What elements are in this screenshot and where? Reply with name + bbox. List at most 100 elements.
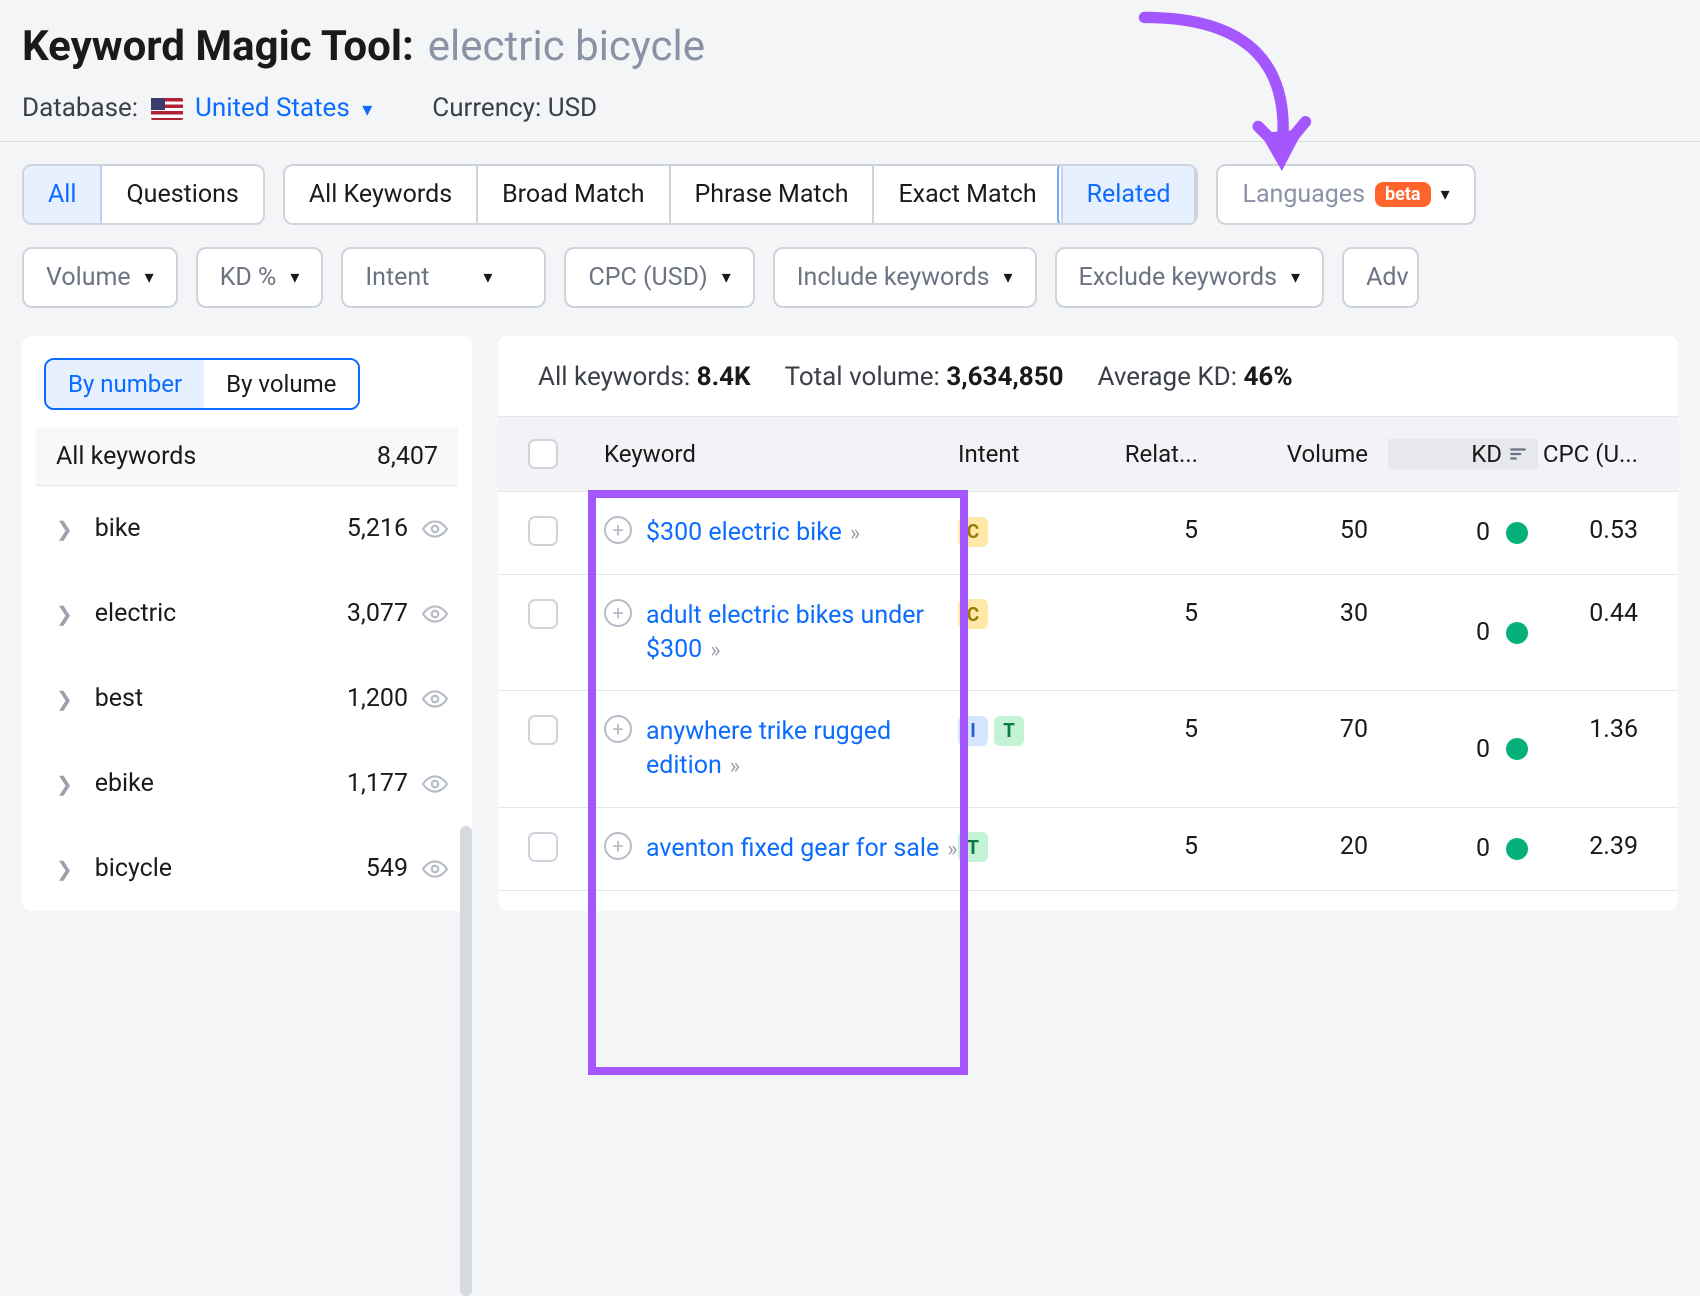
group-name: bike bbox=[95, 514, 347, 543]
table-row: +adult electric bikes under $300»C53000.… bbox=[498, 575, 1678, 692]
stat-kd-label: Average KD: bbox=[1098, 362, 1238, 392]
keyword-group-row[interactable]: ❯electric3,077 bbox=[36, 571, 458, 656]
select-all-checkbox[interactable] bbox=[528, 439, 558, 469]
filter-advanced[interactable]: Adv bbox=[1342, 247, 1419, 308]
filter-cpc[interactable]: CPC (USD)▾ bbox=[564, 247, 754, 308]
languages-group: Languages beta ▾ bbox=[1216, 164, 1475, 225]
chevron-right-icon: ❯ bbox=[56, 517, 73, 541]
open-serp-icon[interactable]: » bbox=[947, 837, 957, 862]
tab-all[interactable]: All bbox=[24, 166, 102, 223]
all-keywords-label: All keywords bbox=[56, 442, 196, 471]
cell-cpc: 0.44 bbox=[1538, 599, 1658, 628]
group-name: bicycle bbox=[95, 854, 366, 883]
cell-cpc: 0.53 bbox=[1538, 516, 1658, 545]
eye-icon[interactable] bbox=[422, 856, 448, 882]
all-keywords-count: 8,407 bbox=[377, 442, 438, 471]
table-row: +aventon fixed gear for sale»T52002.39 bbox=[498, 808, 1678, 891]
kd-dot-icon bbox=[1506, 738, 1528, 760]
kd-dot-icon bbox=[1506, 622, 1528, 644]
tab-related[interactable]: Related bbox=[1063, 166, 1197, 223]
chevron-down-icon: ▾ bbox=[1291, 267, 1300, 288]
col-volume[interactable]: Volume bbox=[1218, 440, 1388, 468]
keyword-link[interactable]: adult electric bikes under $300 bbox=[646, 601, 924, 664]
cell-related: 5 bbox=[1068, 599, 1218, 628]
eye-icon[interactable] bbox=[422, 686, 448, 712]
cell-related: 5 bbox=[1068, 516, 1218, 545]
group-count: 5,216 bbox=[347, 514, 408, 543]
eye-icon[interactable] bbox=[422, 601, 448, 627]
tab-broad-match[interactable]: Broad Match bbox=[478, 166, 670, 223]
keyword-link[interactable]: anywhere trike rugged edition bbox=[646, 717, 891, 780]
stat-kd-value: 46% bbox=[1243, 362, 1292, 392]
cell-intent: C bbox=[958, 599, 1068, 630]
scrollbar[interactable] bbox=[460, 826, 472, 1296]
add-keyword-button[interactable]: + bbox=[604, 832, 632, 860]
database-selector[interactable]: Database: United States ▾ bbox=[22, 93, 372, 123]
languages-label: Languages bbox=[1242, 180, 1365, 209]
languages-button[interactable]: Languages beta ▾ bbox=[1218, 166, 1473, 223]
match-type-group: All Keywords Broad Match Phrase Match Ex… bbox=[283, 164, 1199, 225]
intent-badge-i: I bbox=[958, 716, 988, 746]
all-keywords-row[interactable]: All keywords 8,407 bbox=[36, 428, 458, 486]
question-filter-group: All Questions bbox=[22, 164, 265, 225]
row-checkbox[interactable] bbox=[528, 832, 558, 862]
chevron-down-icon: ▾ bbox=[722, 267, 731, 288]
cell-kd: 0 bbox=[1388, 516, 1538, 550]
tool-title: Keyword Magic Tool: bbox=[22, 22, 414, 71]
kd-dot-icon bbox=[1506, 522, 1528, 544]
summary-stats: All keywords: 8.4K Total volume: 3,634,8… bbox=[498, 354, 1678, 416]
add-keyword-button[interactable]: + bbox=[604, 516, 632, 544]
col-keyword[interactable]: Keyword bbox=[588, 440, 958, 468]
filters-row: Volume▾ KD %▾ Intent▾ CPC (USD)▾ Include… bbox=[0, 225, 1700, 336]
match-type-tabs: All Questions All Keywords Broad Match P… bbox=[0, 142, 1700, 225]
sort-by-volume[interactable]: By volume bbox=[204, 358, 360, 410]
add-keyword-button[interactable]: + bbox=[604, 715, 632, 743]
filter-include[interactable]: Include keywords▾ bbox=[773, 247, 1037, 308]
open-serp-icon[interactable]: » bbox=[710, 638, 720, 663]
filter-kd[interactable]: KD %▾ bbox=[196, 247, 324, 308]
database-value[interactable]: United States bbox=[195, 93, 350, 123]
stat-volume-value: 3,634,850 bbox=[946, 362, 1063, 392]
col-related[interactable]: Relat... bbox=[1068, 440, 1218, 468]
tab-exact-match[interactable]: Exact Match bbox=[874, 166, 1062, 223]
filter-exclude[interactable]: Exclude keywords▾ bbox=[1055, 247, 1325, 308]
keyword-group-row[interactable]: ❯ bike5,216 bbox=[36, 486, 458, 571]
row-checkbox[interactable] bbox=[528, 516, 558, 546]
group-count: 1,200 bbox=[347, 684, 408, 713]
tab-questions[interactable]: Questions bbox=[102, 166, 262, 223]
search-term: electric bicycle bbox=[428, 22, 705, 71]
add-keyword-button[interactable]: + bbox=[604, 599, 632, 627]
kd-dot-icon bbox=[1506, 838, 1528, 860]
group-count: 549 bbox=[366, 854, 408, 883]
col-kd[interactable]: KD bbox=[1388, 439, 1538, 469]
keyword-group-row[interactable]: ❯ebike1,177 bbox=[36, 741, 458, 826]
row-checkbox[interactable] bbox=[528, 599, 558, 629]
filter-volume[interactable]: Volume▾ bbox=[22, 247, 178, 308]
cell-cpc: 1.36 bbox=[1538, 715, 1658, 744]
col-intent[interactable]: Intent bbox=[958, 440, 1068, 468]
keyword-group-row[interactable]: ❯bicycle549 bbox=[36, 826, 458, 911]
sort-by-number[interactable]: By number bbox=[46, 360, 206, 408]
keyword-group-row[interactable]: ❯best1,200 bbox=[36, 656, 458, 741]
open-serp-icon[interactable]: » bbox=[850, 521, 860, 546]
group-name: ebike bbox=[95, 769, 347, 798]
eye-icon[interactable] bbox=[422, 516, 448, 542]
cell-kd: 0 bbox=[1388, 832, 1538, 866]
tab-all-keywords[interactable]: All Keywords bbox=[285, 166, 478, 223]
col-cpc[interactable]: CPC (U... bbox=[1538, 440, 1658, 468]
filter-intent[interactable]: Intent▾ bbox=[341, 247, 546, 308]
intent-badge-c: C bbox=[958, 517, 988, 547]
stat-allkw-label: All keywords: bbox=[538, 362, 690, 392]
keyword-link[interactable]: $300 electric bike bbox=[646, 518, 842, 547]
keyword-link[interactable]: aventon fixed gear for sale bbox=[646, 834, 939, 863]
eye-icon[interactable] bbox=[422, 771, 448, 797]
table-row: +$300 electric bike»C55000.53 bbox=[498, 492, 1678, 575]
chevron-down-icon: ▾ bbox=[290, 267, 299, 288]
chevron-right-icon: ❯ bbox=[56, 772, 73, 796]
us-flag-icon bbox=[151, 98, 183, 120]
chevron-right-icon: ❯ bbox=[56, 687, 73, 711]
row-checkbox[interactable] bbox=[528, 715, 558, 745]
open-serp-icon[interactable]: » bbox=[730, 754, 740, 779]
tab-phrase-match[interactable]: Phrase Match bbox=[671, 166, 875, 223]
sort-toggle: By number By volume bbox=[44, 358, 360, 410]
